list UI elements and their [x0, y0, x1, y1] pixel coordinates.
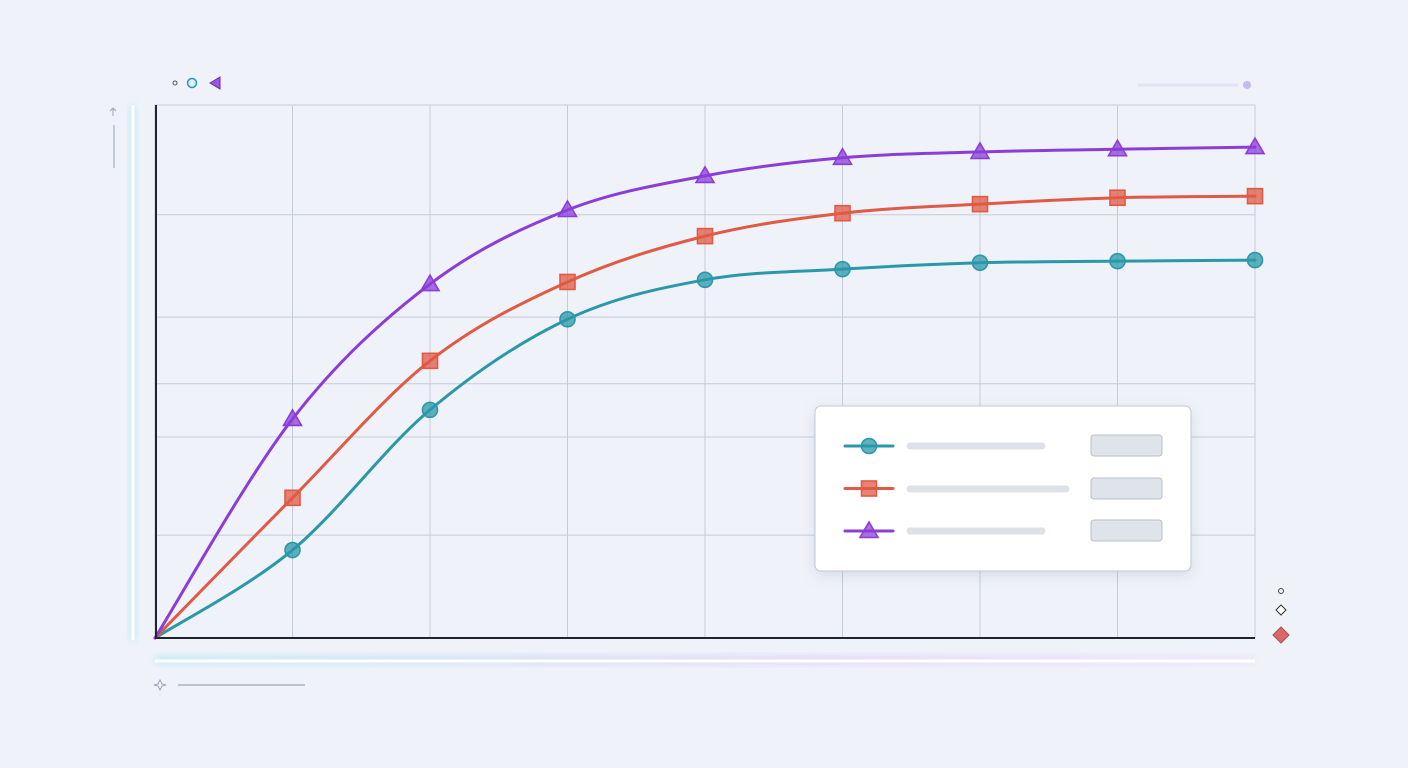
marker: [284, 541, 301, 559]
marker: [696, 227, 714, 245]
marker: [971, 195, 989, 213]
marker: [559, 273, 576, 291]
marker: [1244, 136, 1266, 155]
marker: [559, 310, 576, 328]
decoration: [109, 76, 1290, 692]
marker: [834, 204, 851, 222]
marker: [834, 260, 851, 278]
marker: [969, 141, 991, 160]
marker: [860, 480, 878, 497]
marker: [694, 165, 716, 184]
lines: [153, 136, 1266, 640]
marker: [419, 273, 441, 292]
marker: [1246, 187, 1264, 205]
marker: [971, 254, 989, 272]
marker: [860, 437, 878, 455]
marker: [696, 271, 714, 289]
legend: [814, 405, 1192, 572]
marker: [1109, 252, 1126, 270]
marker: [1246, 251, 1264, 269]
marker: [1109, 189, 1126, 207]
marker: [1107, 138, 1128, 157]
marker: [421, 352, 439, 370]
series-line: [153, 194, 1257, 640]
marker: [858, 520, 880, 539]
marker: [282, 408, 303, 427]
marker: [557, 199, 578, 218]
marker: [832, 147, 853, 166]
marker: [421, 401, 439, 419]
series-line: [153, 258, 1257, 640]
marker: [284, 489, 301, 507]
